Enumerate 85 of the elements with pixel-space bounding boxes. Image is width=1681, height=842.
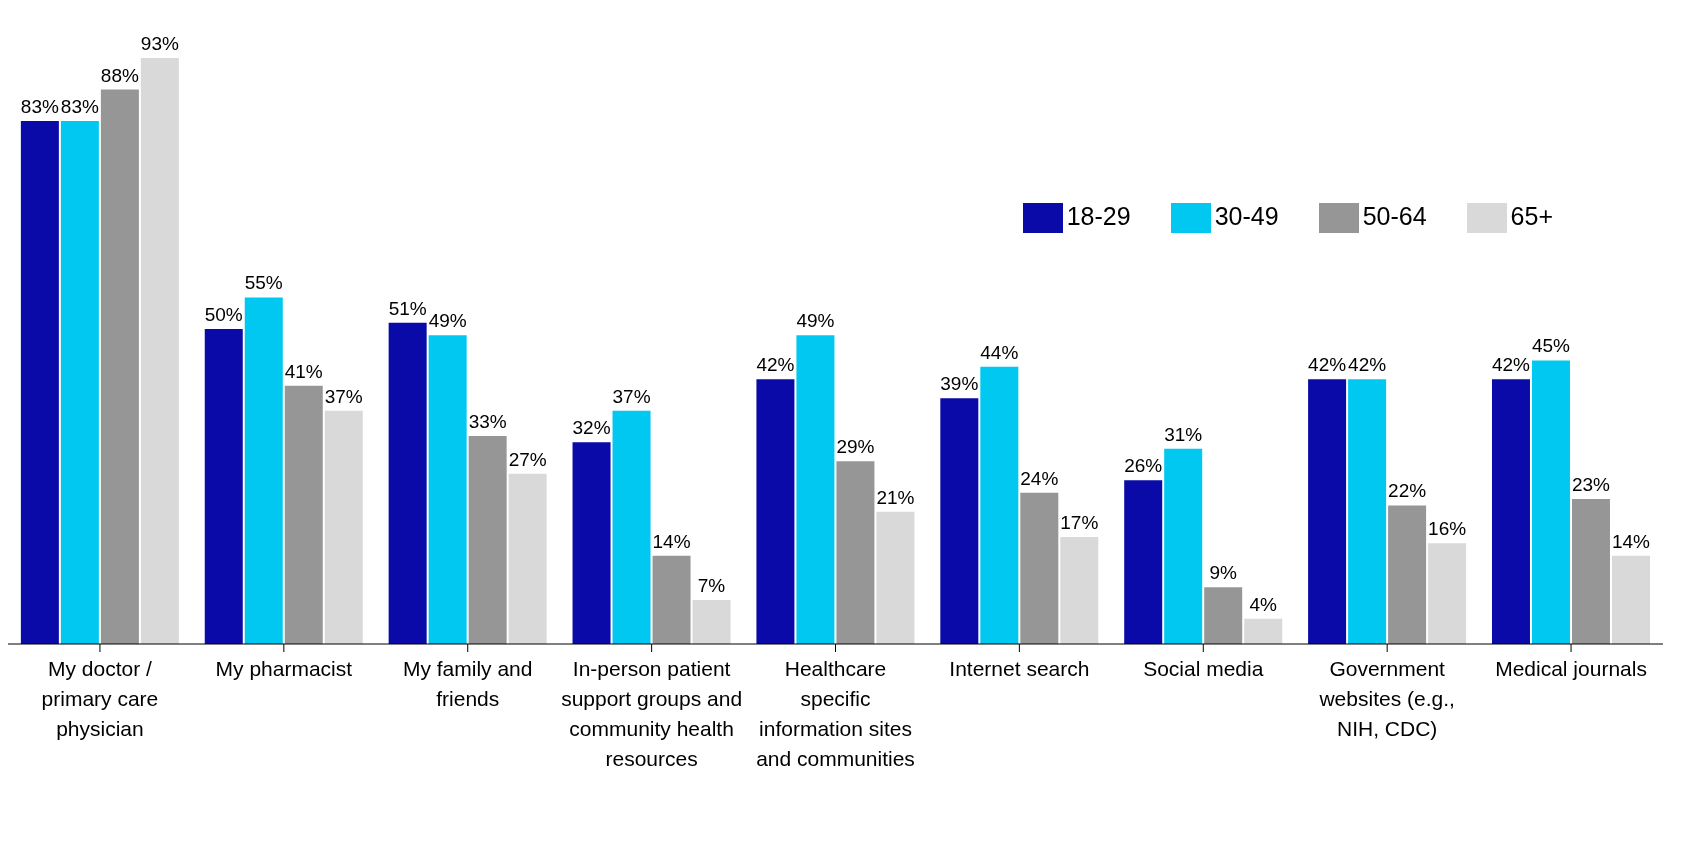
data-label: 4% <box>1249 593 1278 615</box>
data-label: 49% <box>796 310 835 332</box>
data-label: 9% <box>1209 562 1238 584</box>
bar <box>204 328 243 644</box>
data-label: 45% <box>1531 335 1571 357</box>
bar <box>324 410 363 644</box>
legend-label: 65+ <box>1510 201 1553 230</box>
data-label: 24% <box>1020 467 1059 489</box>
bar <box>1531 360 1570 644</box>
data-label: 17% <box>1060 511 1099 533</box>
bar <box>1204 587 1243 644</box>
x-tick-label: Healthcare specific information sites and communities <box>756 657 915 770</box>
data-label: 39% <box>940 373 979 395</box>
data-label: 26% <box>1124 455 1163 477</box>
bar <box>1308 379 1347 644</box>
x-tick-label: Government websites (e.g., NIH, CDC) <box>1318 657 1455 740</box>
bar <box>980 366 1019 644</box>
legend-label: 18-29 <box>1066 201 1131 230</box>
bar <box>140 58 179 644</box>
bar <box>428 335 467 644</box>
bar <box>612 410 651 644</box>
x-tick-label: Medical journals <box>1495 657 1647 680</box>
data-label: 42% <box>1491 354 1531 376</box>
data-label: 27% <box>508 448 547 470</box>
x-tick-label: My family and friends <box>402 657 533 710</box>
data-label: 14% <box>1611 530 1651 552</box>
bar <box>1491 379 1530 644</box>
data-label: 88% <box>100 64 139 86</box>
bar <box>100 89 139 644</box>
data-label: 23% <box>1571 474 1611 496</box>
bar <box>1388 505 1427 644</box>
bar <box>388 322 427 644</box>
bar <box>652 555 691 644</box>
bar <box>756 379 795 644</box>
x-tick-label: My doctor / primary care physician <box>41 657 159 740</box>
legend-label: 50-64 <box>1362 201 1427 230</box>
legend-label: 30-49 <box>1214 201 1279 230</box>
bar <box>796 335 835 644</box>
bar <box>60 121 99 644</box>
bar <box>1020 492 1059 644</box>
x-tick-label: In-person patient support groups and community health resources <box>561 657 743 770</box>
data-label: 37% <box>612 385 651 407</box>
data-label: 7% <box>697 574 726 596</box>
data-label: 31% <box>1164 423 1203 445</box>
bar <box>244 297 283 644</box>
data-label: 21% <box>876 486 915 508</box>
data-label: 83% <box>20 96 59 118</box>
bar <box>572 442 611 644</box>
data-label: 37% <box>324 385 363 407</box>
data-label: 22% <box>1388 480 1427 502</box>
bar <box>1060 536 1099 644</box>
bar <box>1571 499 1610 644</box>
data-label: 93% <box>140 33 179 54</box>
data-label: 42% <box>756 354 795 376</box>
data-label: 41% <box>284 360 323 382</box>
bar <box>284 385 323 644</box>
bar <box>1244 618 1283 644</box>
bar <box>1428 543 1467 644</box>
bar <box>692 599 731 644</box>
bar <box>20 121 59 644</box>
x-tick-label: Social media <box>1143 657 1264 680</box>
bar <box>876 511 915 644</box>
bar <box>1124 480 1163 644</box>
bar <box>1611 555 1650 644</box>
bar <box>836 461 875 644</box>
bar <box>1164 448 1203 644</box>
data-label: 42% <box>1308 354 1347 376</box>
data-label: 83% <box>60 96 99 118</box>
x-tick-label: My pharmacist <box>215 657 353 680</box>
data-label: 51% <box>388 297 427 319</box>
data-label: 44% <box>980 341 1019 363</box>
data-label: 32% <box>572 417 611 439</box>
bar <box>940 398 979 644</box>
data-label: 33% <box>468 411 507 433</box>
data-label: 49% <box>428 310 467 332</box>
bar <box>468 436 507 644</box>
data-label: 29% <box>836 436 875 458</box>
x-tick-label: Internet search <box>949 657 1090 680</box>
data-label: 50% <box>204 303 243 325</box>
data-label: 55% <box>244 272 283 294</box>
bar <box>1348 379 1387 644</box>
bar <box>508 473 547 644</box>
data-label: 14% <box>652 530 691 552</box>
data-label: 16% <box>1428 518 1467 540</box>
data-label: 42% <box>1348 354 1387 376</box>
